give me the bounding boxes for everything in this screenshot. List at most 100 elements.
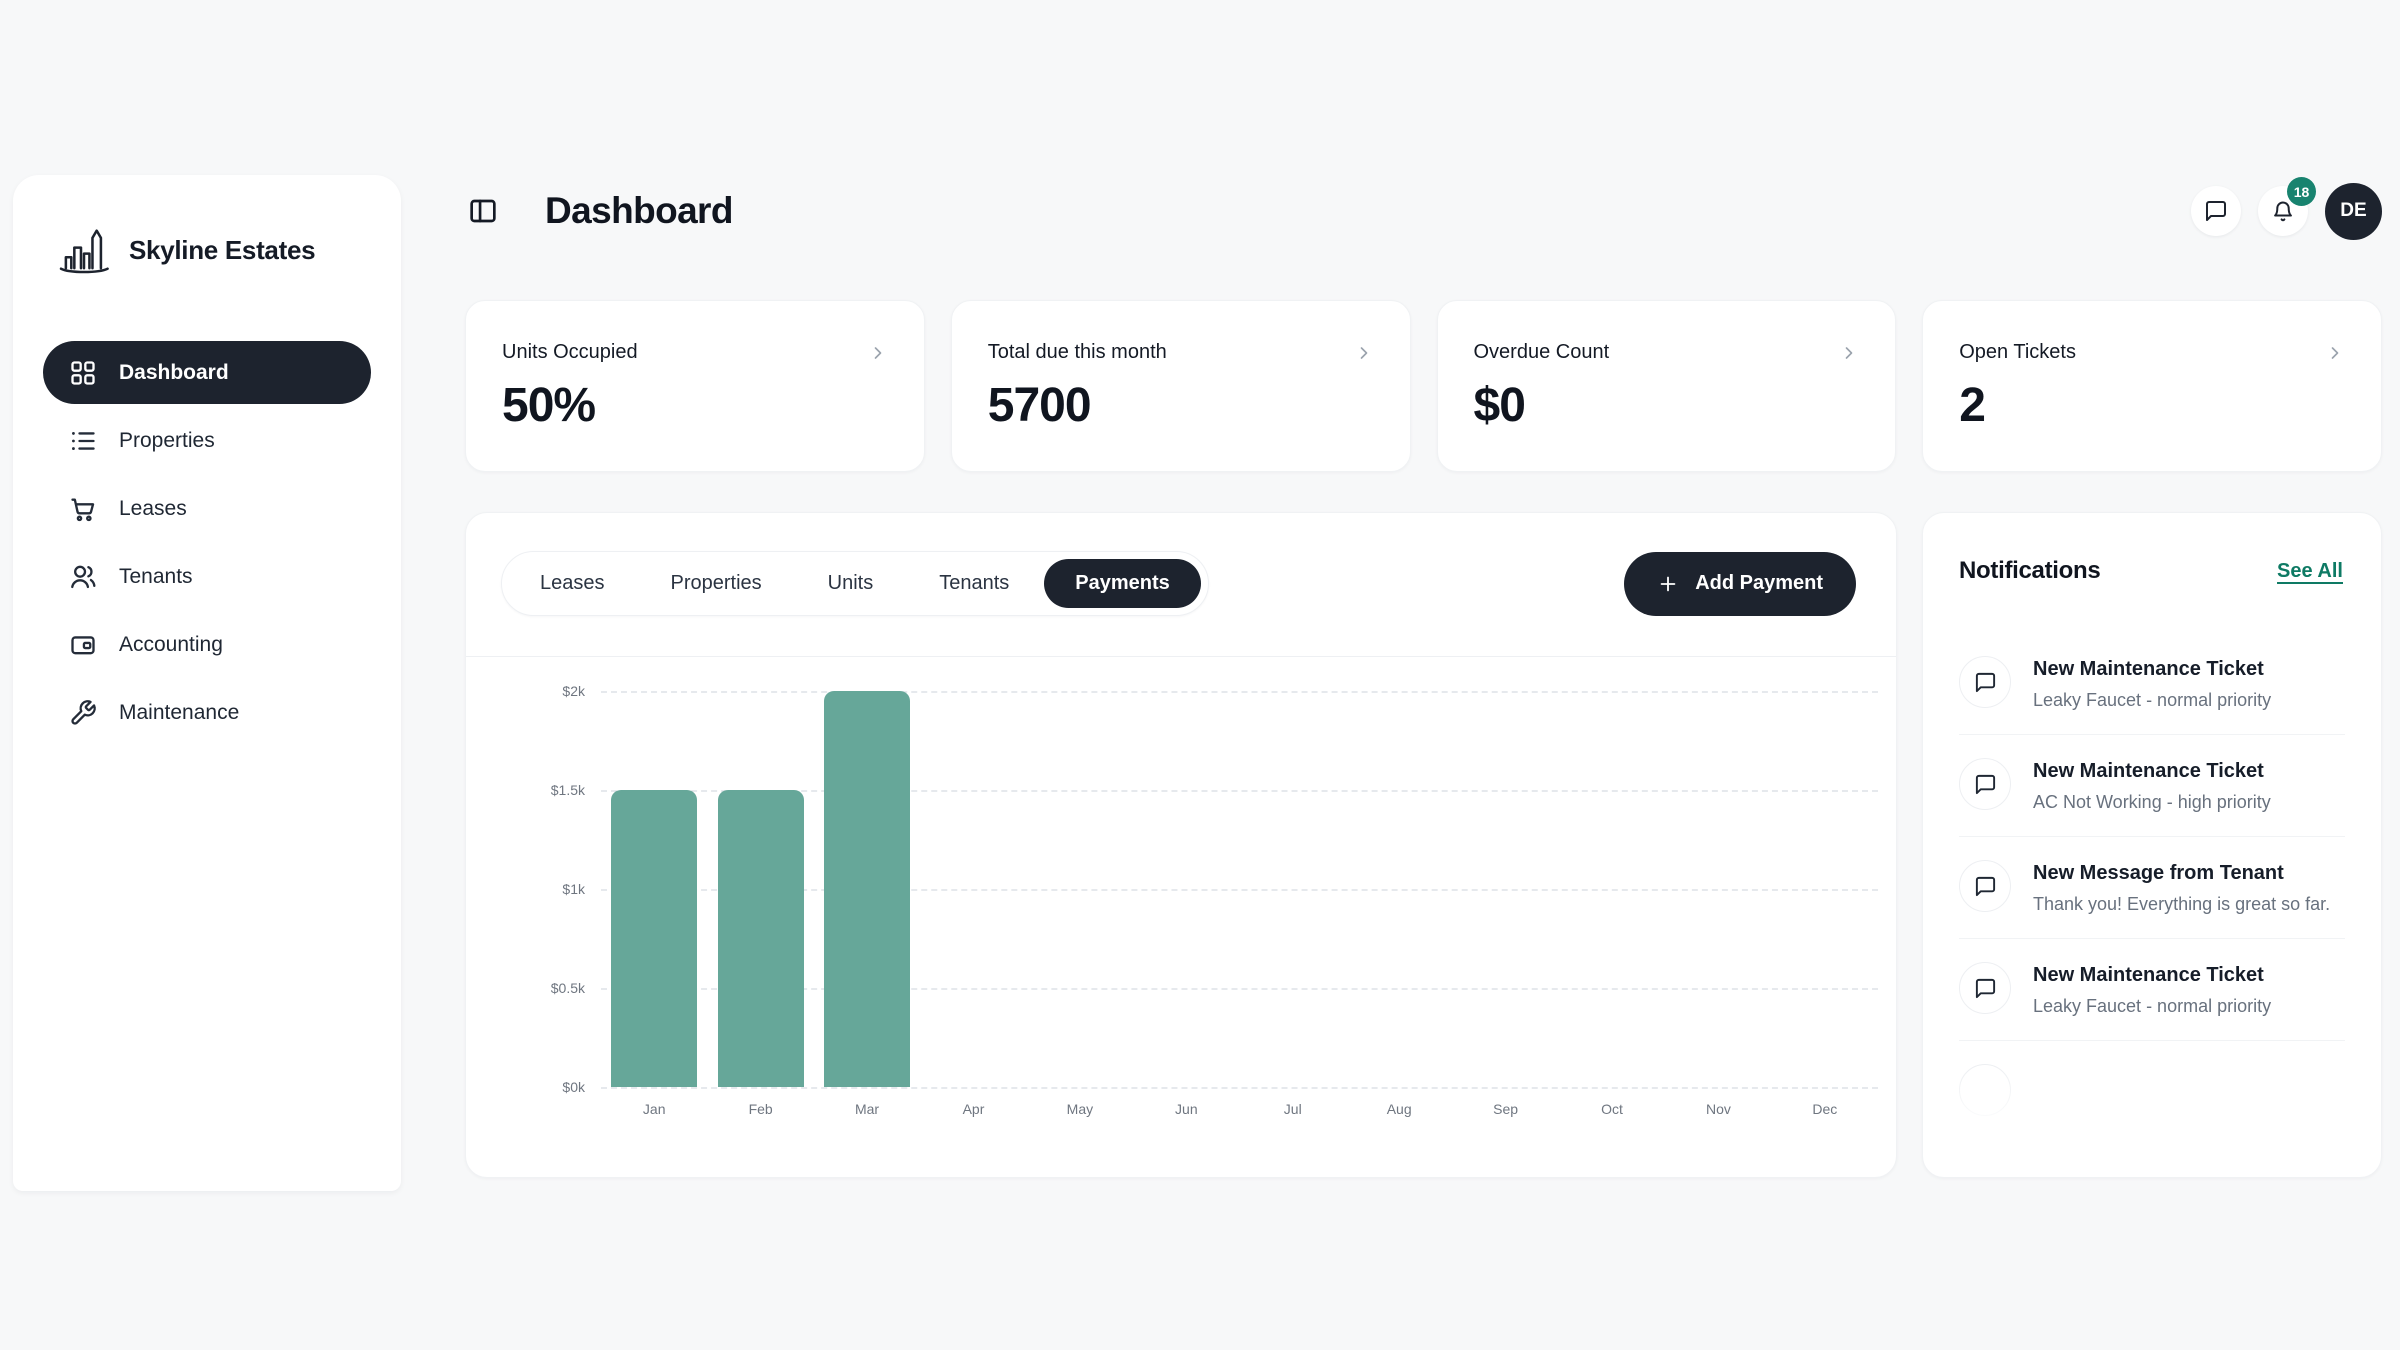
notification-title: New Maintenance Ticket bbox=[2033, 760, 2264, 782]
chevron-right-icon bbox=[1839, 343, 1859, 363]
tab-payments[interactable]: Payments bbox=[1044, 559, 1201, 608]
notification-item[interactable]: New Maintenance Ticket AC Not Working - h… bbox=[1959, 735, 2345, 837]
notifications-panel: Notifications See All New Maintenance Ti… bbox=[1922, 512, 2382, 1178]
stat-label: Units Occupied bbox=[502, 341, 638, 363]
x-axis-tick-label: Oct bbox=[1601, 1101, 1623, 1117]
y-axis-tick-label: $1k bbox=[562, 881, 585, 897]
y-axis-tick-label: $0.5k bbox=[550, 980, 585, 996]
chart-bar-slot bbox=[1559, 691, 1665, 1087]
notification-item[interactable]: New Message from Tenant Thank you! Everyt… bbox=[1959, 837, 2345, 939]
chat-icon bbox=[2204, 199, 2228, 223]
plus-icon bbox=[1657, 573, 1679, 595]
brand: Skyline Estates bbox=[13, 175, 401, 279]
chart-bar-slot bbox=[707, 691, 813, 1087]
x-axis-tick-label: Nov bbox=[1705, 1101, 1731, 1117]
notifications-list: New Maintenance Ticket Leaky Faucet - nor… bbox=[1923, 633, 2381, 1139]
chat-icon bbox=[1974, 875, 1997, 898]
x-axis-tick-label: Aug bbox=[1386, 1101, 1412, 1117]
wrench-icon bbox=[69, 699, 97, 727]
sidebar-item-properties[interactable]: Properties bbox=[43, 409, 371, 472]
sidebar-item-label: Dashboard bbox=[119, 360, 229, 384]
y-axis-tick-label: $0k bbox=[562, 1079, 585, 1095]
avatar[interactable]: DE bbox=[2325, 182, 2382, 240]
payments-bar-chart: $2k $1.5k $1k $0.5k $0k bbox=[551, 683, 1878, 1095]
chart-bar-slot bbox=[814, 691, 920, 1087]
brand-name: Skyline Estates bbox=[129, 234, 316, 265]
notification-subtitle: Thank you! Everything is great so far. bbox=[2033, 894, 2331, 914]
messages-button[interactable] bbox=[2191, 186, 2241, 236]
sidebar-item-dashboard[interactable]: Dashboard bbox=[43, 341, 371, 404]
stat-value: 5700 bbox=[987, 379, 1092, 432]
sidebar-item-label: Tenants bbox=[119, 564, 193, 588]
y-axis-tick-label: $2k bbox=[562, 683, 585, 699]
tab-units[interactable]: Units bbox=[827, 572, 874, 594]
stat-card[interactable]: Total due this month 5700 bbox=[950, 300, 1411, 472]
sidebar-item-maintenance[interactable]: Maintenance bbox=[43, 681, 371, 744]
grid-icon bbox=[69, 359, 97, 387]
header: Dashboard 18 DE bbox=[467, 177, 2382, 242]
sidebar-item-label: Maintenance bbox=[119, 700, 240, 724]
notification-item[interactable]: New Maintenance Ticket Leaky Faucet - nor… bbox=[1959, 633, 2345, 735]
sidebar-item-leases[interactable]: Leases bbox=[43, 477, 371, 540]
chart-bar-slot bbox=[601, 691, 707, 1087]
stat-label: Open Tickets bbox=[1959, 341, 2076, 363]
list-icon bbox=[69, 427, 97, 455]
panel-toolbar: Leases Properties Units Tenants Payments Add… bbox=[466, 513, 1896, 616]
skyline-logo-icon bbox=[55, 221, 113, 279]
notification-item-partial bbox=[1959, 1041, 2345, 1139]
stat-value: 50% bbox=[502, 379, 596, 432]
toolbar-divider bbox=[466, 656, 1896, 657]
notification-title: New Maintenance Ticket bbox=[2033, 964, 2264, 986]
tab-properties[interactable]: Properties bbox=[670, 572, 762, 594]
notification-texts: New Maintenance Ticket Leaky Faucet - nor… bbox=[2033, 656, 2271, 711]
sidebar-item-label: Properties bbox=[119, 428, 215, 452]
chart-bar-slot bbox=[1133, 691, 1239, 1087]
x-axis-tick-label: Sep bbox=[1493, 1101, 1519, 1117]
x-axis-tick-label: Jul bbox=[1283, 1101, 1302, 1117]
see-all-link[interactable]: See All bbox=[2277, 559, 2343, 582]
x-axis-tick-label: Jan bbox=[642, 1101, 666, 1117]
chart-bar-slot bbox=[1665, 691, 1771, 1087]
sidebar-toggle-button[interactable] bbox=[467, 195, 499, 227]
notifications-title: Notifications bbox=[1959, 557, 2101, 584]
sidebar-item-label: Accounting bbox=[119, 632, 223, 656]
stat-card[interactable]: Units Occupied 50% bbox=[465, 300, 925, 472]
chart-bar-slot bbox=[1452, 691, 1558, 1087]
chevron-right-icon bbox=[2325, 343, 2345, 363]
add-payment-button[interactable]: Add Payment bbox=[1624, 551, 1856, 616]
chart-bar-slot bbox=[1772, 691, 1878, 1087]
gridline bbox=[601, 889, 1878, 891]
notification-icon-circle bbox=[1959, 758, 2011, 810]
notification-title: New Maintenance Ticket bbox=[2033, 658, 2264, 680]
notification-count-badge: 18 bbox=[2287, 177, 2316, 206]
notifications-button[interactable]: 18 bbox=[2258, 177, 2316, 236]
chart-bar-slot bbox=[1346, 691, 1452, 1087]
cart-icon bbox=[69, 495, 97, 523]
payments-panel: Leases Properties Units Tenants Payments Add… bbox=[465, 512, 1897, 1178]
chart-bar bbox=[717, 790, 804, 1087]
notification-subtitle: Leaky Faucet - normal priority bbox=[2033, 690, 2272, 710]
stat-card-header: Total due this month bbox=[988, 341, 1374, 364]
tab-tenants[interactable]: Tenants bbox=[939, 572, 1010, 594]
chevron-right-icon bbox=[868, 343, 888, 363]
stat-label: Overdue Count bbox=[1473, 341, 1610, 363]
sidebar: Skyline Estates Dashboard Properties Lease… bbox=[13, 175, 401, 1191]
sidebar-item-accounting[interactable]: Accounting bbox=[43, 613, 371, 676]
sidebar-item-tenants[interactable]: Tenants bbox=[43, 545, 371, 608]
stat-cards: Units Occupied 50% Total due this month 570… bbox=[465, 300, 2382, 472]
notification-icon-circle bbox=[1959, 656, 2011, 708]
chart-bar bbox=[823, 691, 911, 1087]
gridline bbox=[601, 790, 1878, 792]
stat-card-header: Overdue Count bbox=[1474, 341, 1860, 364]
users-icon bbox=[69, 563, 97, 591]
stat-card[interactable]: Overdue Count $0 bbox=[1436, 300, 1897, 472]
entity-tabs: Leases Properties Units Tenants Payments bbox=[501, 551, 1209, 616]
chevron-right-icon bbox=[1354, 343, 1374, 363]
notification-item[interactable]: New Maintenance Ticket Leaky Faucet - nor… bbox=[1959, 939, 2345, 1041]
stat-card[interactable]: Open Tickets 2 bbox=[1922, 300, 2382, 472]
notification-icon-circle bbox=[1959, 860, 2011, 912]
tab-leases[interactable]: Leases bbox=[540, 572, 605, 594]
x-axis-tick-label: Feb bbox=[748, 1101, 773, 1117]
notification-subtitle: Leaky Faucet - normal priority bbox=[2033, 996, 2272, 1016]
notifications-header: Notifications See All bbox=[1923, 513, 2381, 585]
